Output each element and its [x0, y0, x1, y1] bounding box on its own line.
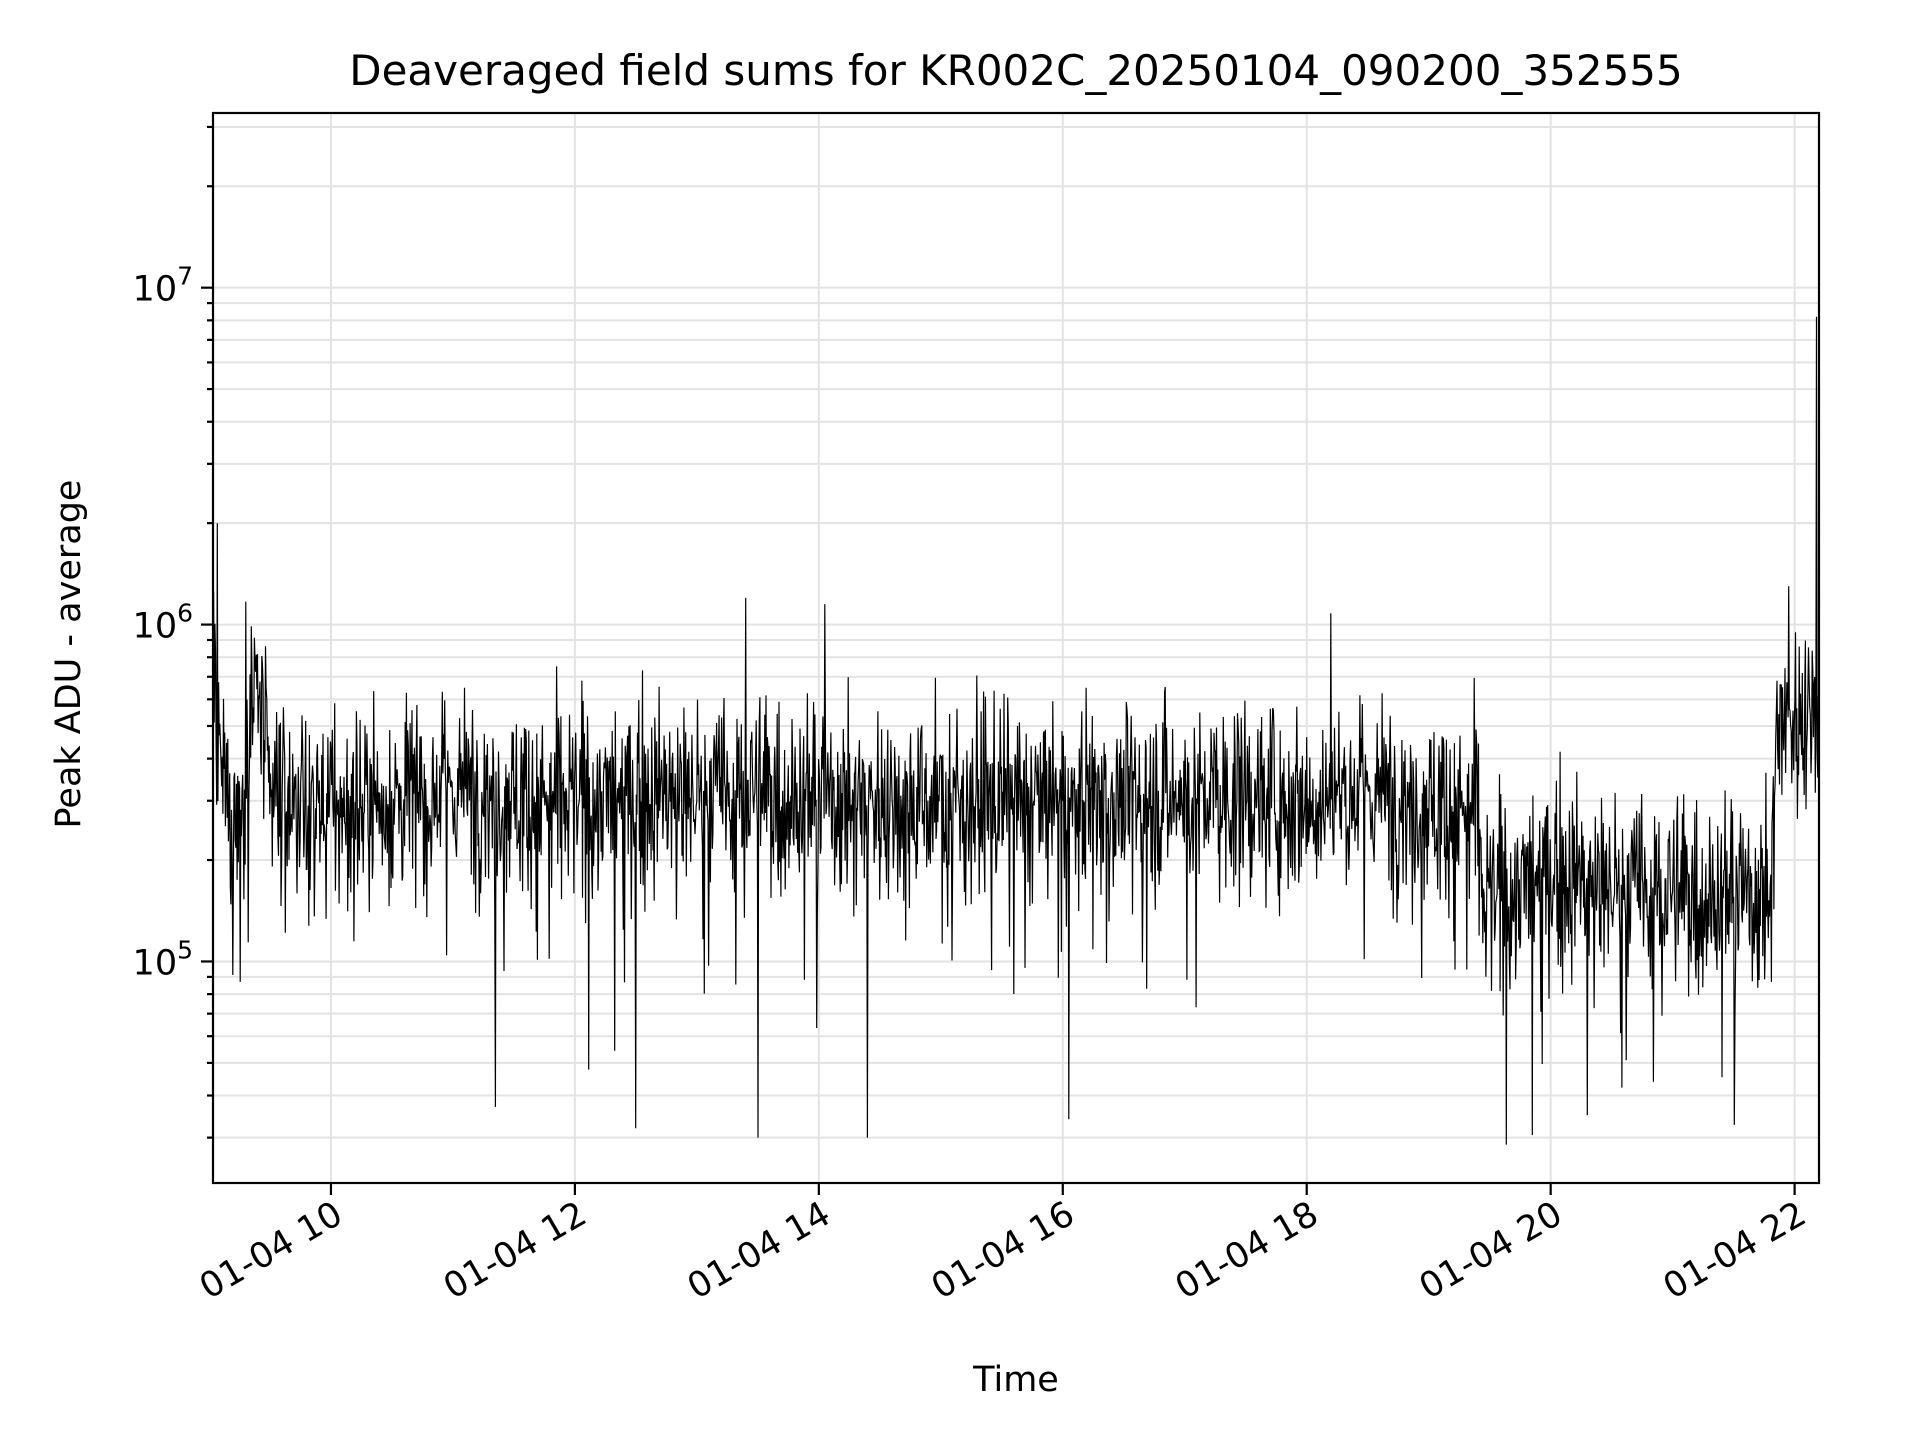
- y-tick-label: 105: [133, 935, 193, 983]
- x-axis-label: Time: [972, 1360, 1059, 1400]
- y-tick-label: 107: [133, 262, 193, 310]
- plot-area: [213, 316, 1820, 1145]
- y-axis: 105 106 107: [133, 125, 213, 1139]
- grid: [213, 113, 1819, 1183]
- y-tick-label: 106: [133, 599, 193, 647]
- y-axis-label: Peak ADU - average: [49, 480, 89, 829]
- axes-frame: [211, 111, 1821, 1185]
- series-line: [213, 316, 1820, 1145]
- chart-title: Deaveraged field sums for KR002C_2025010…: [349, 46, 1683, 95]
